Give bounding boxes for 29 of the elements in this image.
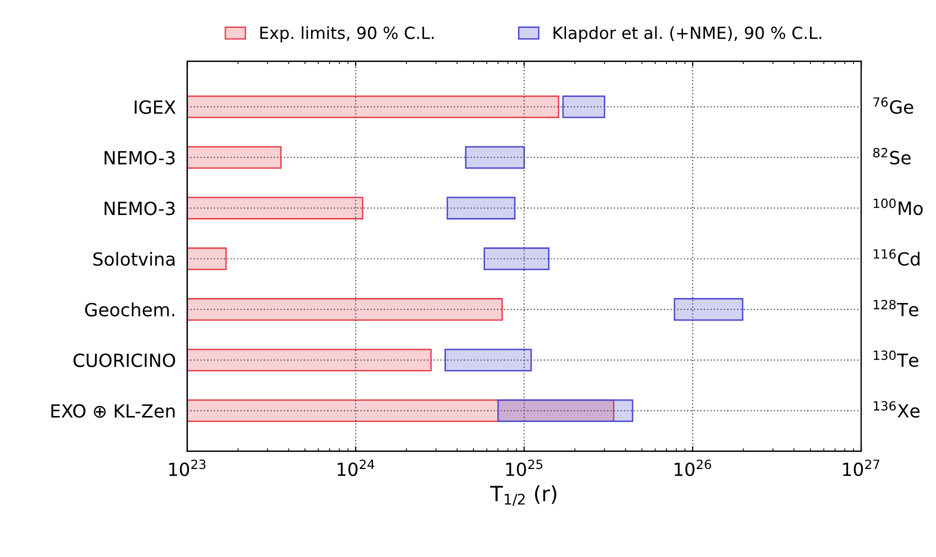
x-tick-label: 10$^{23}$: [169, 460, 206, 476]
y2-tick-label: $^{116}$Cd: [874, 249, 920, 266]
y2-tick-label: $^{130}$Te: [874, 350, 918, 368]
x-tick-label: 10$^{25}$: [506, 460, 542, 476]
legend-label: Exp. limits, 90 % C.L.: [260, 26, 434, 42]
y2-tick-label: $^{136}$Xe: [874, 401, 920, 418]
y-tick-label: NEMO-3: [104, 202, 175, 216]
y2-tick-label: $^{76}$Ge: [873, 97, 914, 114]
bar: [562, 96, 606, 118]
y2-tick-label: $^{128}$Te: [874, 300, 918, 316]
y-tick-label: IGEX: [134, 100, 176, 114]
y-tick-label: Geochem.: [85, 302, 174, 317]
y-tick-label: EXO ⊕ KL-Zen: [51, 404, 175, 418]
y-tick-label: Solotvina: [93, 252, 174, 266]
bar: [674, 298, 744, 321]
y2-tick-label: $^{82}$Se: [873, 148, 911, 164]
x-axis-title: T$_{1/2}$ (r): [490, 485, 556, 506]
y-tick-label: NEMO-3: [104, 150, 175, 165]
bar: [444, 348, 532, 372]
x-tick-label: 10$^{24}$: [338, 460, 374, 476]
bar: [497, 399, 634, 422]
y-tick-label: CUORICINO: [74, 353, 176, 368]
y2-tick-label: $^{100}$Mo: [874, 198, 923, 216]
bar: [484, 247, 550, 270]
x-tick-label: 10$^{27}$: [843, 460, 880, 476]
x-tick-label: 10$^{26}$: [674, 460, 712, 476]
bar: [465, 146, 525, 169]
legend-label: Klapdor et al. (+NME), 90 % C.L.: [554, 26, 822, 42]
bar: [446, 196, 516, 220]
